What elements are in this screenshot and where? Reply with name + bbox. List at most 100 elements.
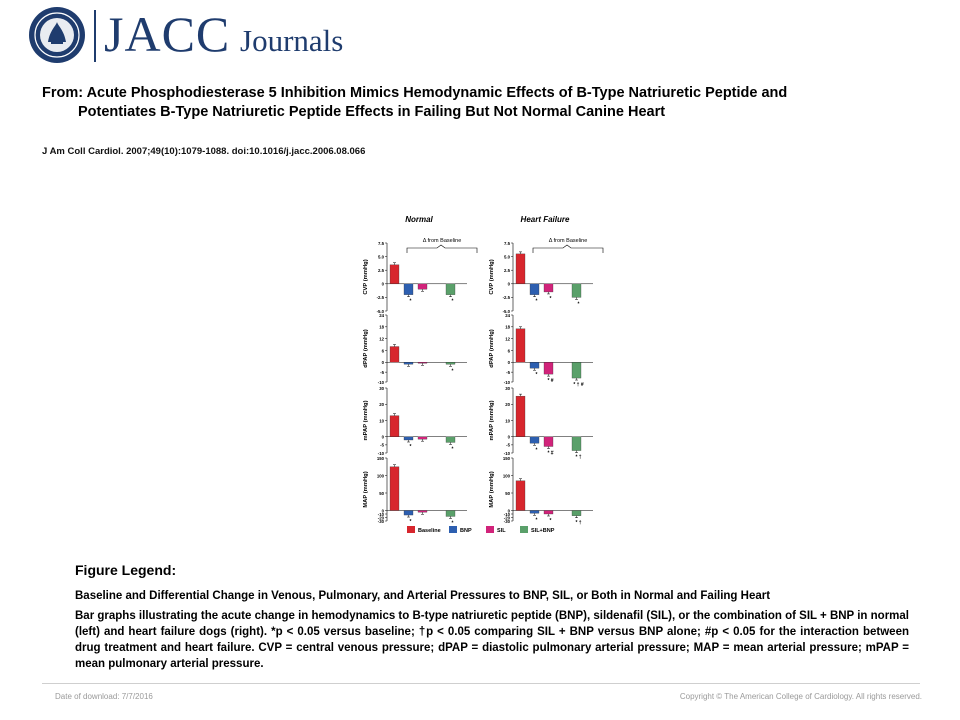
bar: [529, 510, 540, 514]
y-tick-label: -10: [378, 512, 385, 517]
y-tick-label: 0: [508, 435, 511, 440]
bar: [389, 264, 400, 284]
y-axis-label: dPAP (mmHg): [363, 329, 369, 368]
legend-label: Baseline: [418, 528, 441, 534]
y-tick-label: 12: [505, 336, 510, 341]
bar: [571, 510, 582, 516]
y-tick-label: 50: [379, 491, 384, 496]
y-tick-label: 20: [379, 402, 384, 407]
y-tick-label: -5: [380, 370, 384, 375]
y-tick-label: -20: [378, 515, 385, 520]
citation: J Am Coll Cardiol. 2007;49(10):1079-1088…: [42, 146, 366, 157]
bar: [543, 362, 554, 375]
delta-bracket: [532, 244, 604, 253]
article-title-line1: From: Acute Phosphodiesterase 5 Inhibiti…: [42, 85, 788, 101]
bar: [543, 436, 554, 447]
y-axis-label: mPAP (mmHg): [489, 400, 495, 440]
figure-legend-heading: Figure Legend:: [75, 562, 177, 578]
bar: [445, 362, 456, 365]
bar: [403, 283, 414, 295]
bar: [571, 362, 582, 379]
y-tick-label: -30: [378, 519, 385, 524]
y-tick-label: 0: [382, 435, 385, 440]
legend-label: BNP: [460, 528, 472, 534]
bar: [543, 510, 554, 515]
y-tick-label: 30: [379, 386, 384, 391]
y-tick-label: 24: [505, 313, 510, 318]
y-tick-label: 6: [508, 348, 511, 353]
y-tick-label: -10: [504, 512, 511, 517]
significance-mark: *: [410, 299, 412, 305]
y-tick-label: 0: [382, 508, 385, 513]
y-tick-label: 0: [382, 282, 385, 287]
significance-mark: *: [536, 447, 538, 453]
y-tick-label: 6: [382, 348, 385, 353]
bar: [389, 346, 400, 363]
y-tick-label: -10: [504, 380, 511, 385]
y-tick-label: 5.0: [504, 254, 511, 259]
figure-legend-title: Baseline and Differential Change in Veno…: [75, 590, 771, 602]
delta-annotation: Δ from Baseline: [549, 238, 588, 244]
bar: [529, 283, 540, 295]
y-tick-label: -10: [378, 380, 385, 385]
significance-mark: *: [578, 301, 580, 307]
footer-divider: [42, 683, 920, 684]
bar: [417, 510, 428, 513]
y-tick-label: 24: [379, 313, 384, 318]
y-tick-label: 30: [505, 386, 510, 391]
significance-mark: *: [536, 372, 538, 378]
delta-annotation: Δ from Baseline: [423, 238, 462, 244]
article-title: From: Acute Phosphodiesterase 5 Inhibiti…: [42, 84, 902, 122]
delta-bracket: [406, 244, 478, 253]
y-tick-label: 0: [508, 360, 511, 365]
bar: [445, 510, 456, 517]
legend-swatch: [449, 526, 457, 533]
significance-mark: *: [452, 520, 454, 526]
y-tick-label: 2.5: [378, 268, 385, 273]
y-axis-label: CVP (mmHg): [363, 259, 369, 294]
bar: [403, 436, 414, 441]
y-axis-label: CVP (mmHg): [489, 259, 495, 294]
bar: [445, 283, 456, 295]
article-title-line2: Potentiates B-Type Natriuretic Peptide E…: [78, 104, 666, 120]
bar: [529, 362, 540, 369]
bar: [417, 362, 428, 364]
y-tick-label: 5.0: [378, 254, 385, 259]
y-tick-label: 0: [508, 282, 511, 287]
significance-mark: * †: [575, 520, 581, 526]
y-tick-label: 150: [503, 456, 511, 461]
significance-mark: *: [550, 518, 552, 524]
download-date: Date of download: 7/7/2016: [55, 692, 153, 701]
y-tick-label: -20: [504, 515, 511, 520]
y-tick-label: -5.0: [503, 309, 511, 314]
y-tick-label: 10: [379, 418, 384, 423]
y-tick-label: -5: [380, 443, 384, 448]
bar: [417, 436, 428, 440]
bar: [389, 415, 400, 437]
y-tick-label: 2.5: [504, 268, 511, 273]
panel-title: Heart Failure: [521, 215, 570, 224]
panel-title: Normal: [405, 215, 433, 224]
brand-subname: Journals: [240, 23, 344, 58]
bar: [515, 253, 526, 284]
y-tick-label: 100: [377, 473, 385, 478]
significance-mark: * #: [547, 451, 553, 457]
bar: [417, 283, 428, 290]
y-tick-label: -30: [504, 519, 511, 524]
y-tick-label: 100: [503, 473, 511, 478]
significance-mark: *: [452, 299, 454, 305]
brand-name: JACC: [104, 6, 231, 62]
journal-header: JACC Journals: [28, 6, 368, 66]
significance-mark: *: [536, 517, 538, 523]
legend-label: SIL+BNP: [531, 528, 555, 534]
significance-mark: *: [452, 446, 454, 452]
y-tick-label: -2.5: [503, 295, 511, 300]
significance-mark: *: [550, 296, 552, 302]
figure: Normal Δ from Baseline Heart Failure Δ from…: [330, 205, 630, 550]
significance-mark: *: [536, 299, 538, 305]
bar: [515, 480, 526, 511]
bar: [543, 283, 554, 293]
y-axis-label: mPAP (mmHg): [363, 400, 369, 440]
acc-seal-logo: [29, 7, 85, 63]
y-tick-label: 0: [382, 360, 385, 365]
